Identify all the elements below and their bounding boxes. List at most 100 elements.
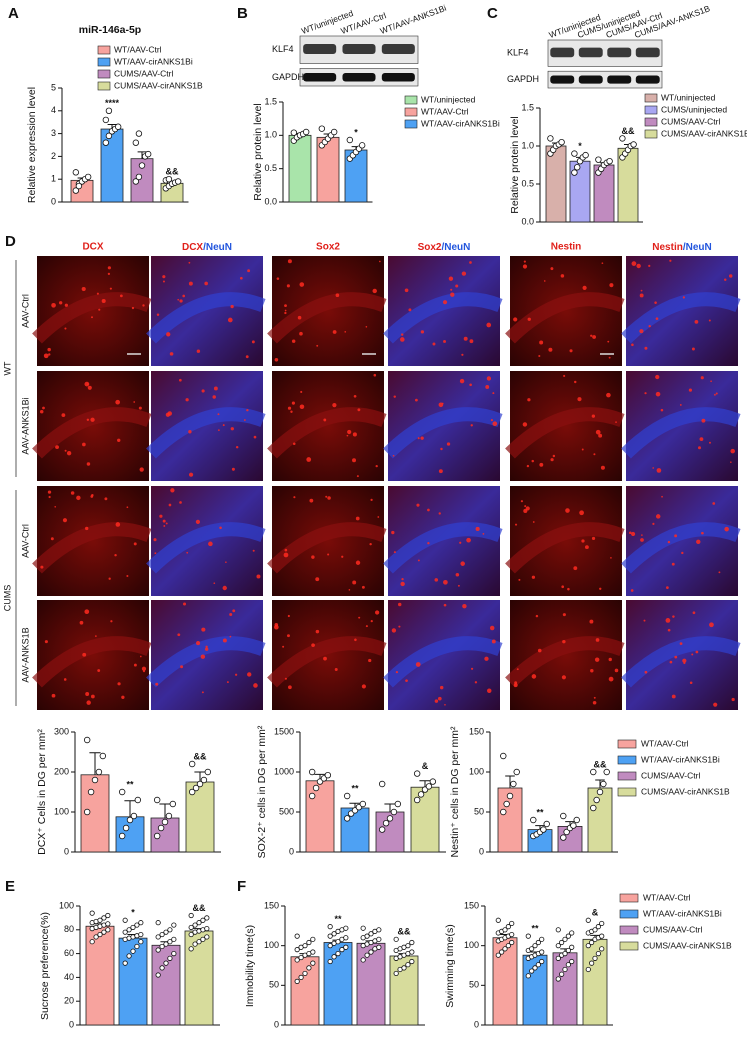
cell (724, 526, 729, 532)
cell (486, 322, 492, 328)
cell (229, 613, 233, 617)
band-label: GAPDH (507, 74, 539, 84)
data-point (188, 924, 194, 931)
cell (469, 261, 472, 264)
data-point (174, 178, 182, 185)
cell (652, 467, 655, 469)
data-point (294, 933, 300, 939)
data-point (595, 950, 601, 957)
cell (286, 284, 290, 288)
cell (293, 496, 296, 499)
cell (709, 622, 714, 628)
error-bar (419, 780, 431, 788)
cell (48, 495, 51, 499)
data-point (165, 812, 173, 820)
cell (700, 376, 704, 380)
data-point (505, 924, 511, 930)
data-point (204, 934, 210, 940)
cell (628, 531, 632, 535)
data-point (327, 943, 333, 949)
cell (513, 683, 518, 688)
cell (235, 445, 239, 449)
cell (334, 667, 338, 671)
cell (375, 464, 378, 468)
cell (531, 459, 535, 463)
cell (595, 638, 600, 642)
micrograph (626, 486, 738, 596)
cell (156, 313, 160, 317)
legend-label: WT/AAV-Ctrl (643, 892, 691, 902)
data-point (122, 929, 128, 935)
legend-swatch (97, 81, 111, 91)
data-point (157, 824, 165, 832)
data-point (324, 772, 332, 779)
dentate-layer (267, 522, 387, 574)
significance: * (578, 141, 582, 151)
cell (569, 349, 573, 353)
cell (482, 532, 485, 535)
cell (470, 667, 474, 670)
cell (335, 293, 340, 298)
data-point (600, 780, 607, 788)
column-header: Sox2 (316, 242, 340, 253)
cell (185, 398, 189, 402)
cell (701, 531, 704, 535)
data-point (562, 950, 568, 957)
y-tick-label: 0.0 (264, 196, 277, 206)
y-tick-label: 1500 (274, 726, 294, 736)
cell (51, 302, 56, 308)
data-point (89, 910, 95, 916)
data-point (331, 931, 337, 937)
cell (527, 317, 531, 321)
cell (679, 642, 683, 645)
cell (188, 430, 192, 434)
cell (696, 539, 701, 544)
data-point (302, 970, 308, 977)
cell (283, 552, 289, 558)
cell (309, 498, 314, 503)
cell (64, 327, 67, 330)
data-point (91, 776, 99, 784)
cell (166, 332, 171, 337)
data-point (138, 931, 144, 938)
cell (538, 354, 541, 358)
cell (688, 388, 693, 392)
data-point (343, 925, 349, 931)
band (635, 75, 660, 84)
data-point (560, 834, 567, 841)
data-point (308, 768, 316, 776)
cell (292, 442, 296, 446)
data-point (153, 832, 161, 840)
y-tick-label: 200 (54, 766, 69, 776)
y-tick-label: 50 (469, 980, 479, 990)
cell (713, 702, 718, 707)
data-point (529, 946, 535, 952)
cell (142, 304, 145, 307)
cell (695, 650, 699, 654)
significance: ** (351, 783, 359, 793)
cell (440, 447, 443, 451)
cell (584, 545, 589, 550)
data-point (499, 949, 505, 955)
cell (162, 519, 166, 523)
cell (450, 288, 453, 291)
data-point (425, 783, 433, 790)
dentate-layer (505, 636, 625, 688)
significance: && (166, 167, 179, 177)
data-point (196, 920, 202, 926)
data-point (599, 946, 605, 952)
cell (518, 578, 521, 581)
data-point (83, 808, 91, 816)
cell (212, 395, 216, 399)
data-point (102, 139, 110, 146)
cell (395, 670, 399, 674)
data-point (574, 164, 581, 171)
cell (43, 353, 49, 359)
data-point (105, 912, 111, 919)
data-point (592, 955, 598, 961)
cell (126, 574, 129, 578)
cell (365, 325, 368, 328)
micrograph (510, 371, 622, 481)
legend-swatch (619, 925, 639, 935)
data-point (364, 952, 370, 958)
